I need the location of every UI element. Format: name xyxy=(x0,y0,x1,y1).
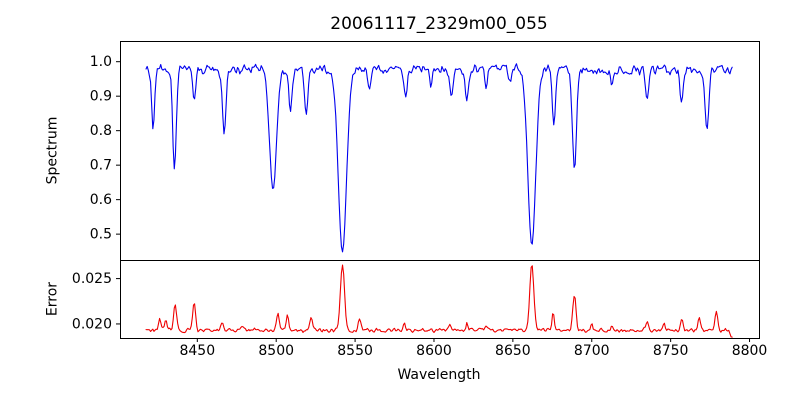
spectrum-y-tick-label: 1.0 xyxy=(90,54,112,70)
spectrum-line xyxy=(145,63,733,253)
x-tick-label: 8450 xyxy=(179,343,215,359)
error-y-tick-label: 0.025 xyxy=(72,271,112,287)
error-line xyxy=(145,264,733,338)
spectrum-panel-frame xyxy=(120,41,760,261)
spectrum-y-tick-label: 0.8 xyxy=(90,123,112,139)
x-tick-label: 8600 xyxy=(416,343,452,359)
y-axis-label-error: Error xyxy=(45,282,61,316)
spectrum-y-tick-label: 0.5 xyxy=(90,227,112,243)
spectrum-y-tick-label: 0.7 xyxy=(90,158,112,174)
x-tick-label: 8750 xyxy=(653,343,689,359)
chart-title: 20061117_2329m00_055 xyxy=(330,14,547,34)
x-tick-label: 8700 xyxy=(574,343,610,359)
plot-generated-content: 8450 8500 8550 8600 8650 8700 8750 8800 1.0 0.9 0.… xyxy=(72,41,768,359)
x-tick-label: 8650 xyxy=(495,343,531,359)
x-tick-label: 8550 xyxy=(337,343,373,359)
error-y-tick-label: 0.020 xyxy=(72,316,112,332)
spectrum-y-tick-label: 0.9 xyxy=(90,89,112,105)
error-panel-frame xyxy=(120,260,760,339)
x-tick-label: 8500 xyxy=(258,343,294,359)
y-axis-label-spectrum: Spectrum xyxy=(45,117,61,185)
x-axis-label: Wavelength xyxy=(397,367,480,383)
spectrum-y-tick-label: 0.6 xyxy=(90,192,112,208)
x-tick-label: 8800 xyxy=(732,343,768,359)
